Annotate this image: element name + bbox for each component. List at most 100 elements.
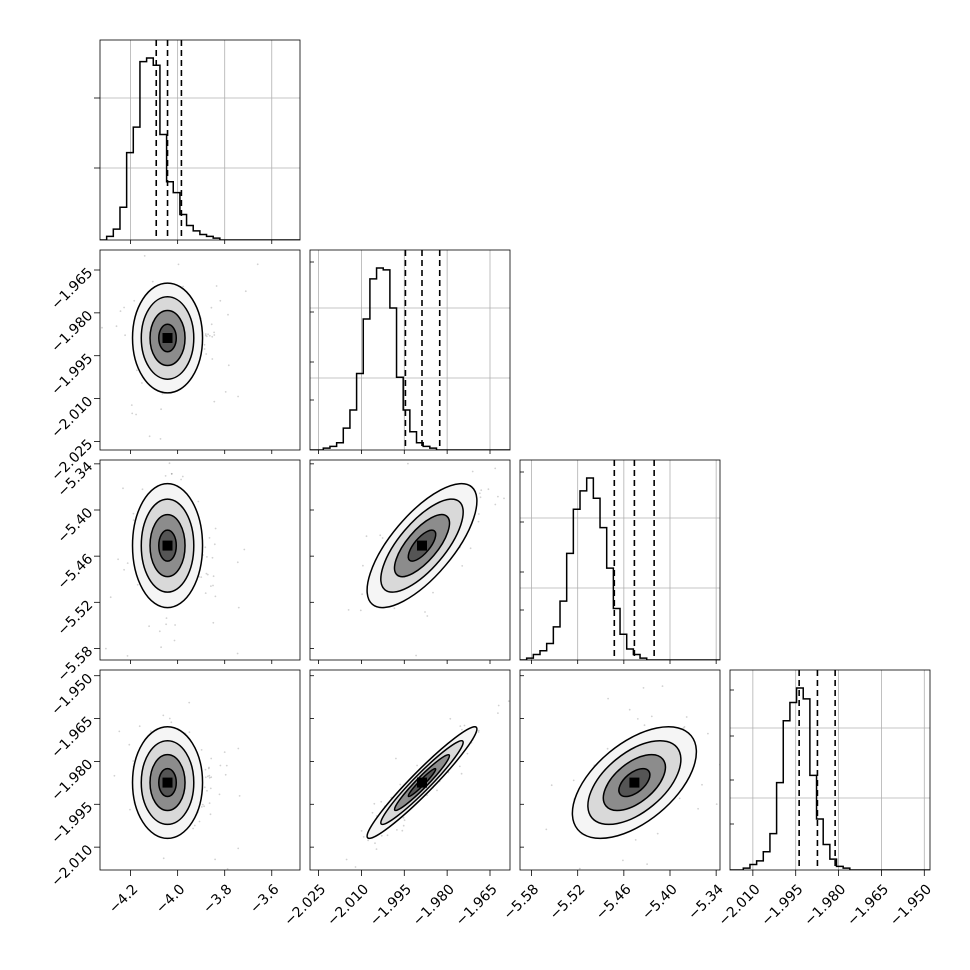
sample-point bbox=[224, 773, 227, 776]
sample-point bbox=[128, 743, 131, 746]
sample-point bbox=[119, 310, 122, 312]
sample-point bbox=[541, 879, 543, 881]
scatter-panel-1-2 bbox=[309, 435, 520, 664]
sample-point bbox=[164, 475, 167, 477]
panel-frame bbox=[729, 669, 931, 871]
sample-point bbox=[212, 621, 215, 624]
panel-frame bbox=[519, 459, 721, 661]
sample-point bbox=[136, 583, 139, 586]
sample-point bbox=[237, 747, 240, 750]
sample-point bbox=[487, 488, 490, 491]
histogram-step bbox=[310, 267, 510, 450]
sample-point bbox=[401, 829, 404, 832]
sample-point bbox=[117, 558, 119, 561]
hist-panel-2 bbox=[519, 459, 721, 664]
density-peak bbox=[162, 540, 173, 551]
sample-point bbox=[205, 353, 208, 355]
sample-point bbox=[227, 364, 230, 367]
sample-point bbox=[212, 584, 214, 587]
hist-panel-0 bbox=[94, 39, 301, 244]
sample-point bbox=[207, 767, 210, 770]
sample-point bbox=[225, 764, 228, 767]
sample-point bbox=[115, 325, 118, 328]
sample-point bbox=[159, 438, 162, 440]
sample-point bbox=[497, 495, 499, 498]
sample-point bbox=[130, 404, 133, 406]
hist-panel-1 bbox=[309, 249, 511, 454]
sample-point bbox=[214, 595, 217, 598]
sample-point bbox=[345, 858, 348, 861]
sample-point bbox=[177, 263, 180, 266]
sample-point bbox=[643, 724, 646, 727]
sample-point bbox=[170, 472, 173, 475]
sample-point bbox=[209, 813, 212, 816]
sample-point bbox=[238, 795, 241, 797]
sample-point bbox=[361, 593, 363, 596]
sample-point bbox=[682, 727, 685, 729]
panel-frame bbox=[309, 249, 511, 451]
sample-point bbox=[210, 306, 213, 309]
sample-point bbox=[518, 435, 520, 437]
sample-point bbox=[204, 334, 207, 337]
sample-point bbox=[210, 585, 212, 587]
sample-point bbox=[174, 662, 176, 664]
sample-point bbox=[204, 592, 207, 594]
sample-point bbox=[160, 408, 163, 411]
sample-point bbox=[403, 819, 406, 822]
sample-point bbox=[208, 776, 211, 779]
sample-point bbox=[192, 827, 195, 830]
sample-point bbox=[477, 729, 480, 732]
sample-point bbox=[204, 768, 207, 771]
density-peak bbox=[417, 540, 427, 551]
sample-point bbox=[133, 299, 136, 302]
sample-point bbox=[212, 575, 215, 578]
sample-point bbox=[149, 730, 152, 732]
sample-point bbox=[182, 285, 185, 288]
sample-point bbox=[205, 335, 208, 338]
sample-point bbox=[193, 824, 196, 827]
sample-point bbox=[173, 639, 176, 642]
sample-point bbox=[131, 412, 134, 415]
sample-point bbox=[98, 546, 100, 548]
sample-point bbox=[200, 576, 203, 578]
sample-point bbox=[494, 503, 497, 506]
sample-point bbox=[380, 800, 383, 803]
density-peak bbox=[162, 333, 173, 343]
sample-point bbox=[236, 652, 239, 655]
sample-point bbox=[567, 887, 569, 889]
sample-point bbox=[395, 757, 397, 760]
sample-point bbox=[243, 548, 246, 551]
sample-point bbox=[203, 343, 206, 346]
panel-frame bbox=[99, 669, 301, 871]
sample-point bbox=[195, 884, 197, 886]
sample-point bbox=[436, 789, 438, 792]
sample-point bbox=[214, 527, 217, 530]
sample-point bbox=[210, 776, 213, 779]
sample-point bbox=[214, 858, 217, 861]
sample-point bbox=[181, 475, 184, 478]
sample-point bbox=[113, 774, 116, 777]
sample-point bbox=[503, 497, 505, 500]
sample-point bbox=[256, 263, 259, 266]
density-peak bbox=[162, 777, 173, 788]
sample-point bbox=[449, 717, 452, 720]
sample-point bbox=[236, 561, 239, 564]
sample-point bbox=[219, 299, 222, 302]
sample-point bbox=[479, 496, 482, 499]
sample-point bbox=[118, 730, 121, 733]
sample-point bbox=[204, 546, 207, 549]
panel-frame bbox=[99, 249, 301, 451]
sample-point bbox=[237, 847, 240, 850]
sample-point bbox=[211, 556, 214, 559]
sample-point bbox=[136, 369, 138, 372]
sample-point bbox=[95, 593, 97, 595]
panel-frame bbox=[99, 39, 301, 241]
sample-point bbox=[208, 766, 210, 769]
sample-point bbox=[210, 323, 213, 326]
sample-point bbox=[347, 609, 350, 611]
sample-point bbox=[122, 487, 124, 490]
sample-point bbox=[174, 624, 177, 626]
sample-point bbox=[622, 859, 624, 862]
sample-point bbox=[497, 712, 499, 714]
